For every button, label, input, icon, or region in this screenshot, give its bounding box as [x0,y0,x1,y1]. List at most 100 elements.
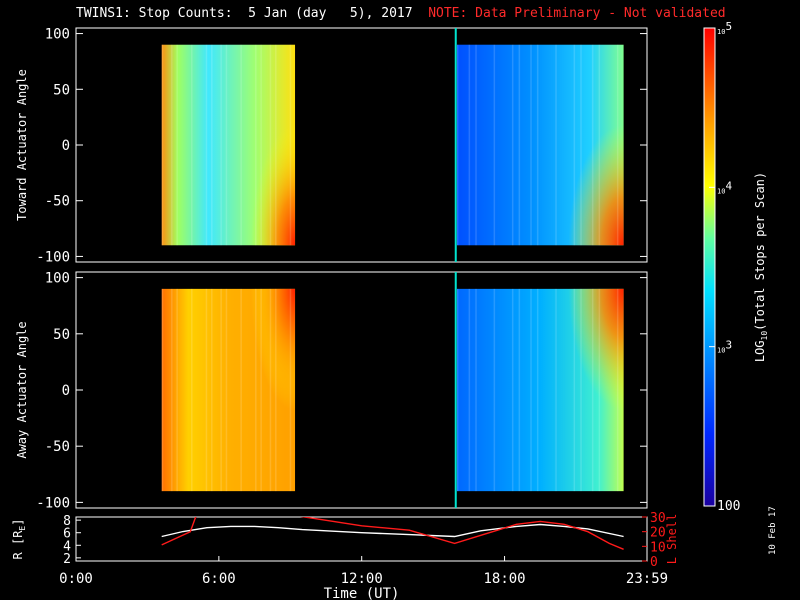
heatmap-streak [176,44,178,246]
y-tick-label: 100 [45,27,70,43]
heatmap-streak [475,44,477,246]
lshell-line [161,517,624,550]
y-tick-label: 0 [62,383,70,399]
heatmap-streak [269,288,272,492]
lshell-tick-label: 10 [650,540,666,555]
heatmap-streak [161,288,164,492]
heatmap-streak [255,44,257,246]
heatmap-hot-region [221,44,296,246]
heatmap-streak [225,288,228,492]
x-tick-label: 0:00 [59,571,93,587]
heatmap-streak [260,288,262,492]
heatmap-streak [225,44,228,246]
heatmap-streak [530,44,532,246]
heatmap-streak [211,288,213,492]
y-tick-label: 0 [62,138,70,154]
heatmap-streak [573,288,576,492]
heatmap-streak [573,44,576,246]
heatmap-streak [171,288,173,492]
r-tick-label: 4 [63,539,71,554]
r-axis-label: R [RE] [11,519,27,560]
heatmap-streak [518,288,521,492]
heatmap-streak [536,44,539,246]
heatmap-streak [260,44,262,246]
heatmap-streak [191,288,193,492]
x-tick-label: 18:00 [483,571,525,587]
heatmap-streak [475,288,477,492]
heatmap-streak [456,288,459,492]
lshell-tick-label: 0 [650,555,658,570]
y-tick-label: 50 [53,327,70,343]
heatmap-streak [161,44,164,246]
x-tick-label: 23:59 [626,571,668,587]
colorbar-bottom-label: 100 [717,499,740,514]
colorbar-label: LOG10(Total Stops per Scan) [753,172,769,362]
lshell-tick-label: 20 [650,526,666,541]
heatmap-streak [240,44,242,246]
heatmap-streak [456,44,459,246]
heatmap-streak [289,44,292,246]
y-tick-label: -100 [36,249,70,265]
heatmap-streak [255,288,257,492]
heatmap-streak [530,288,532,492]
heatmap-streak [176,288,178,492]
date-stamp: 10 Feb 17 [768,506,778,555]
x-axis-label: Time (UT) [324,586,400,600]
heatmap-streak [289,288,292,492]
heatmap-streak [555,44,557,246]
colorbar-tick-label: 103 [717,339,732,355]
title-note: NOTE: Data Preliminary - Not validated [428,6,726,21]
heatmap-streak [598,288,601,492]
y-tick-label: 100 [45,271,70,287]
heatmap-hot-region [221,288,296,492]
heatmap-streak [511,288,514,492]
r-tick-label: 6 [63,527,71,542]
heatmap-hot-region [531,288,624,492]
colorbar-tick-label: 104 [717,179,732,195]
heatmap-streak [493,44,496,246]
y-tick-label: -100 [36,495,70,511]
lshell-axis-label: L Shell [665,514,679,565]
heatmap-streak [191,44,193,246]
heatmap-streak [555,288,557,492]
y-axis-label: Toward Actuator Angle [15,69,29,221]
heatmap-streak [220,288,222,492]
heatmap-streak [598,44,601,246]
heatmap-streak [468,44,471,246]
colorbar [703,27,716,507]
x-tick-label: 12:00 [341,571,383,587]
heatmap-streak [171,44,173,246]
r-tick-label: 2 [63,552,71,567]
heatmap-streak [468,288,471,492]
heatmap-streak [536,288,539,492]
y-tick-label: 50 [53,82,70,98]
heatmap-streak [493,288,496,492]
lshell-tick-label: 30 [650,511,666,526]
y-axis-label: Away Actuator Angle [15,321,29,458]
heatmap-streak [205,288,208,492]
r-tick-label: 8 [63,514,71,529]
heatmap-streak [591,288,594,492]
heatmap-streak [220,44,222,246]
heatmap-streak [275,288,277,492]
title-main: TWINS1: Stop Counts: 5 Jan (day 5), 2017 [76,6,413,21]
heatmap-streak [580,288,582,492]
heatmap-hot-region [531,44,624,246]
colorbar-tick-label: 105 [717,20,732,36]
heatmap-streak [591,44,594,246]
chart-title: TWINS1: Stop Counts: 5 Jan (day 5), 2017… [76,6,726,21]
heatmap-streak [240,288,242,492]
radius-line [161,523,624,538]
heatmap-streak [511,44,514,246]
heatmap-streak [518,44,521,246]
heatmap-streak [580,44,582,246]
heatmap-streak [616,44,619,246]
heatmap-streak [205,44,208,246]
y-tick-label: -50 [45,194,70,210]
heatmap-streak [275,44,277,246]
heatmap-streak [211,44,213,246]
heatmap-streak [269,44,272,246]
y-tick-label: -50 [45,439,70,455]
x-tick-label: 6:00 [202,571,236,587]
